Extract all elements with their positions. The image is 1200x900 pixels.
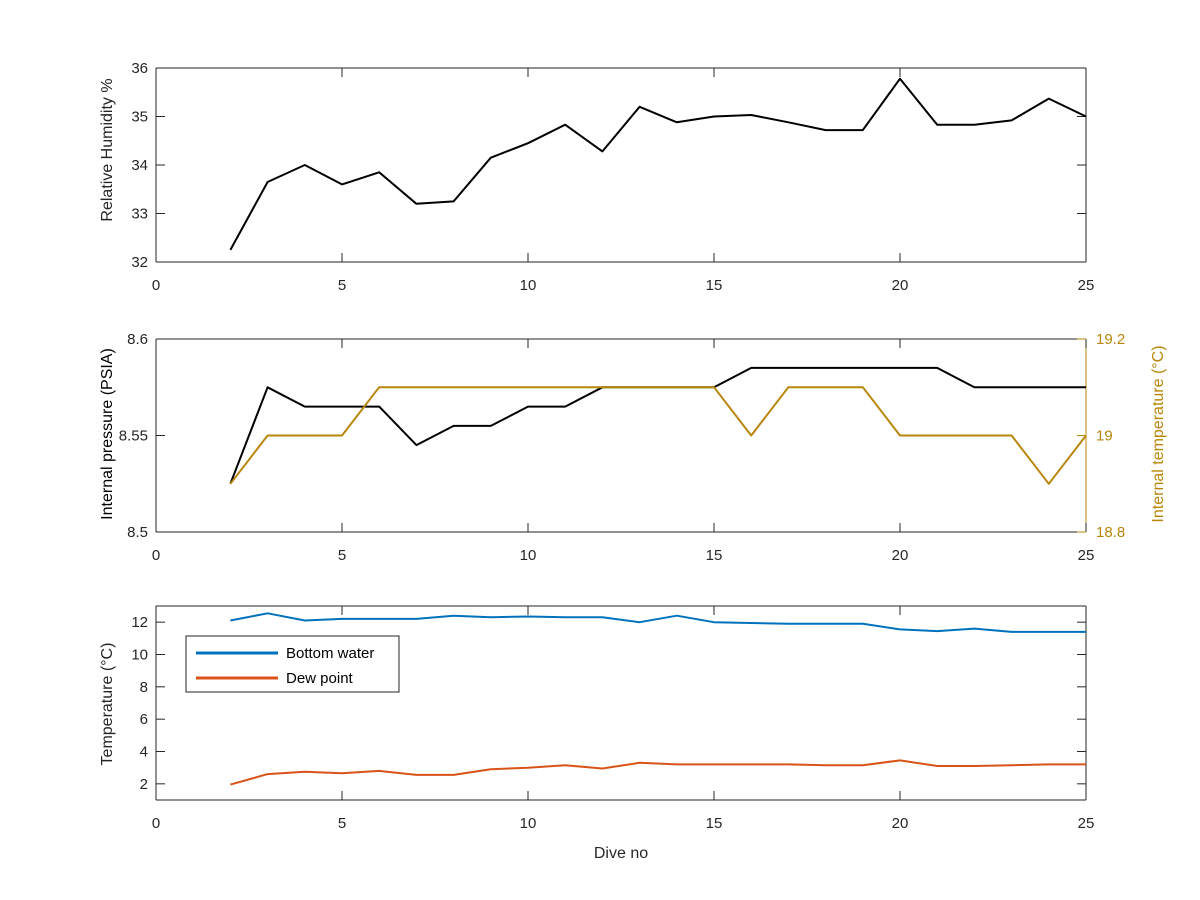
dew-point-line	[230, 759, 1086, 786]
y-tick-label: 8.5	[127, 524, 148, 541]
pressure-line	[229, 366, 1086, 485]
temperature-line	[229, 386, 1087, 485]
y-axis-label: Temperature (°C)	[99, 643, 116, 766]
y-tick-label: 2	[140, 776, 148, 793]
y-axis-label: Relative Humidity %	[99, 78, 116, 221]
x-tick-label: 25	[1078, 547, 1095, 564]
humidity-line	[229, 77, 1087, 251]
bottom-water-line	[230, 612, 1086, 633]
x-tick-label: 0	[152, 277, 160, 294]
legend: Bottom water Dew point	[185, 635, 400, 693]
x-tick-label: 15	[706, 277, 723, 294]
x-tick-label: 15	[706, 547, 723, 564]
x-tick-label: 20	[892, 277, 909, 294]
y-tick-label: 8.6	[127, 331, 148, 348]
y-tick-label: 36	[131, 60, 148, 77]
y-tick-label: 33	[131, 206, 148, 223]
x-tick-label: 20	[892, 547, 909, 564]
x-tick-label: 5	[338, 815, 346, 832]
y-axis-label: Internal pressure (PSIA)	[99, 348, 116, 520]
x-tick-label: 0	[152, 547, 160, 564]
humidity-panel: 0 5 10 15 20 25 32 33 34 35 36 Relative Humidity %	[99, 60, 1094, 294]
x-tick-label: 20	[892, 815, 909, 832]
y-right-tick-label: 19	[1096, 428, 1113, 445]
x-tick-label: 25	[1078, 815, 1095, 832]
y-tick-label: 32	[131, 254, 148, 271]
legend-box	[185, 635, 400, 693]
x-tick-label: 10	[520, 547, 537, 564]
x-tick-label: 10	[520, 815, 537, 832]
legend-label: Dew point	[286, 670, 354, 687]
x-tick-label: 0	[152, 815, 160, 832]
y-right-tick-label: 18.8	[1096, 524, 1125, 541]
x-tick-label: 15	[706, 815, 723, 832]
y-tick-label: 10	[131, 647, 148, 664]
y-right-tick-label: 19.2	[1096, 331, 1125, 348]
x-tick-label: 5	[338, 277, 346, 294]
legend-label: Bottom water	[286, 645, 374, 662]
pressure-temperature-panel: 0 5 10 15 20 25 8.5 8.55 8.6 18.8 19 19.2 Internal t…	[99, 331, 1167, 564]
x-axis-label: Dive no	[594, 845, 648, 862]
y-tick-label: 8.55	[119, 428, 148, 445]
y-tick-label: 34	[131, 157, 148, 174]
y-tick-label: 12	[131, 614, 148, 631]
x-tick-label: 25	[1078, 277, 1095, 294]
y-axis-right-label: Internal temperature (°C)	[1150, 345, 1167, 522]
y-tick-label: 4	[140, 744, 148, 761]
y-tick-label: 35	[131, 109, 148, 126]
y-tick-label: 6	[140, 711, 148, 728]
x-tick-label: 5	[338, 547, 346, 564]
temperature-panel: 0 5 10 15 20 25 2 4 6 8 10 12 Temperature (°C) Bottom…	[99, 605, 1095, 832]
x-tick-label: 10	[520, 277, 537, 294]
y-tick-label: 8	[140, 679, 148, 696]
